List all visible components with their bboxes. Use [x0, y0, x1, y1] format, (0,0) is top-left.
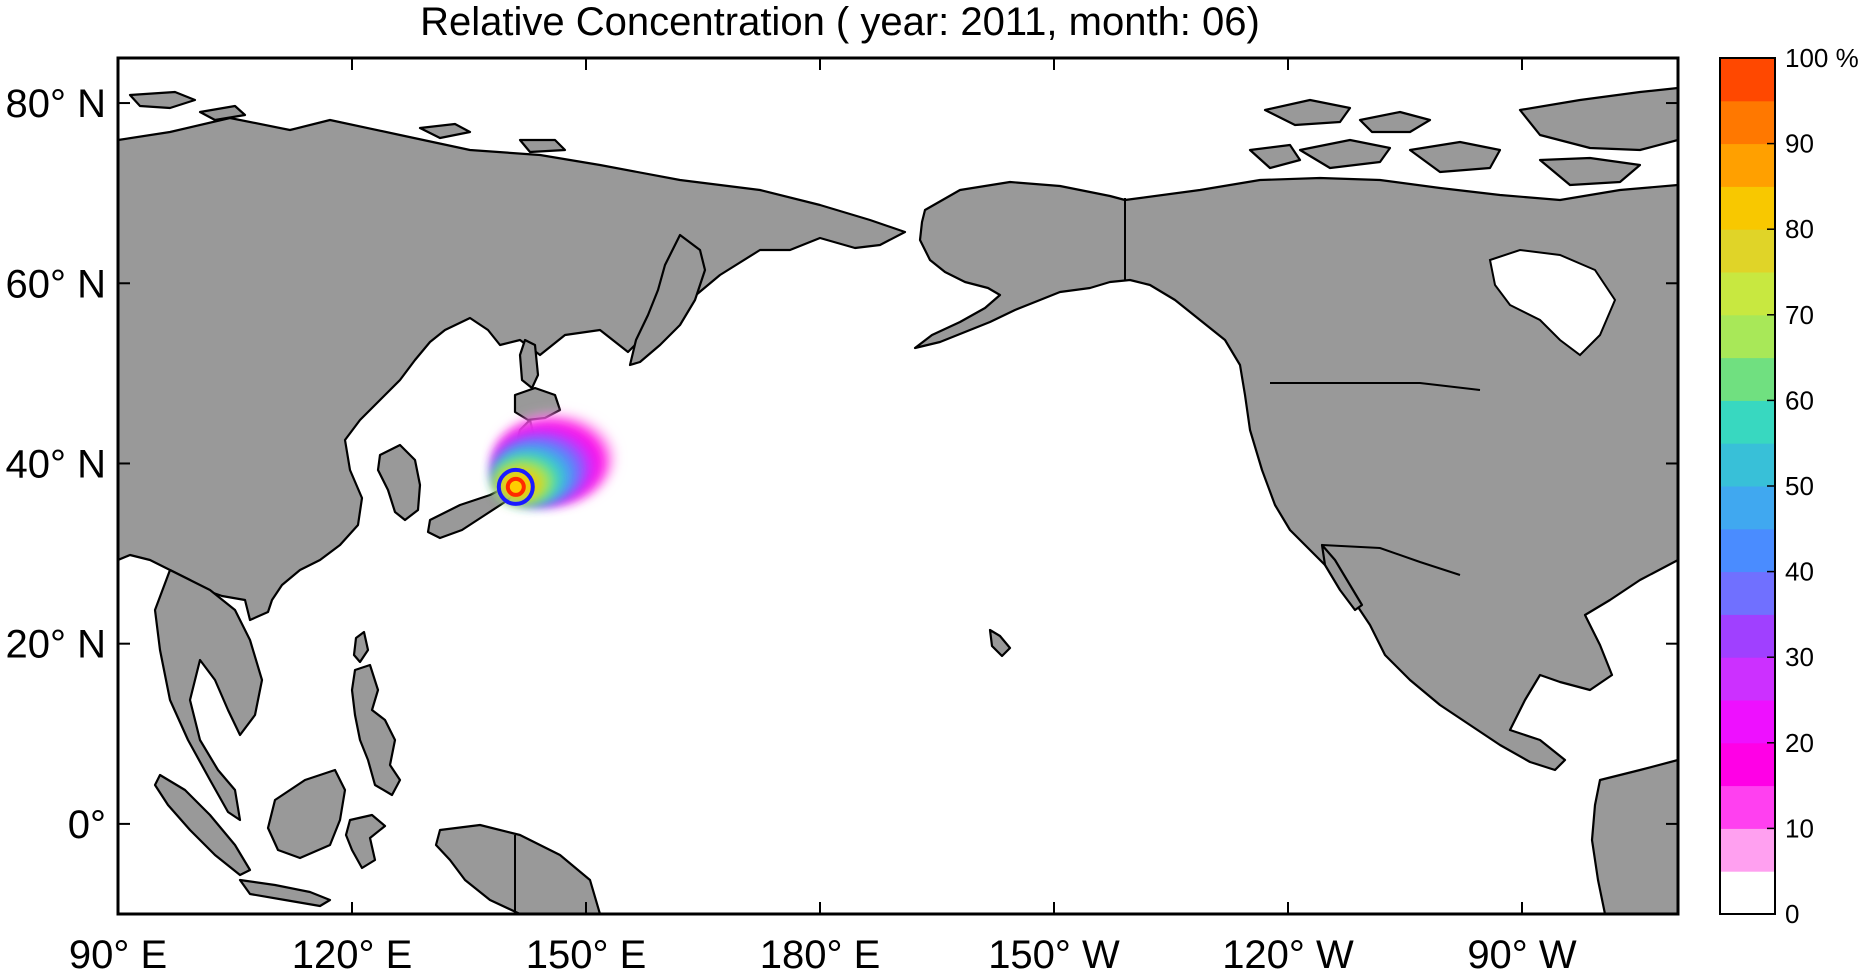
map-frame — [116, 56, 1680, 916]
landmass-arctic-ca-3 — [1298, 138, 1392, 170]
landmass-korea — [376, 443, 422, 522]
chart-title: Relative Concentration ( year: 2011, mon… — [420, 0, 1260, 44]
colorbar-level — [1720, 400, 1775, 444]
colorbar-level — [1720, 614, 1775, 658]
landmass-victoria — [1248, 143, 1302, 170]
colorbar-level — [1720, 742, 1775, 787]
colorbar-level — [1720, 528, 1775, 573]
x-tick-label: 150° W — [988, 933, 1120, 972]
colorbar-label: 100 % — [1785, 43, 1859, 73]
colorbar-label: 80 — [1785, 214, 1814, 244]
colorbar-level — [1720, 272, 1775, 316]
colorbar-label: 20 — [1785, 728, 1814, 758]
landmass-sakhalin — [518, 338, 540, 390]
colorbar-level — [1720, 314, 1775, 359]
colorbar-level — [1720, 700, 1775, 744]
border-us-mexico — [1321, 544, 1461, 576]
colorbar-level — [1720, 871, 1775, 915]
colorbar-level — [1720, 186, 1775, 230]
y-tick-label: 20° N — [6, 623, 107, 667]
colorbar-level — [1720, 571, 1775, 615]
landmass-arctic-ca-5 — [1518, 86, 1678, 152]
landmass-borneo — [266, 768, 347, 860]
landmass-sulawesi — [344, 813, 387, 870]
border-us-canada — [1270, 382, 1481, 391]
source-inner-ring — [505, 476, 526, 497]
landmass-arctic-asia-2 — [198, 104, 247, 122]
landmass-south-america — [1590, 758, 1678, 914]
x-axis: 90° E 120° E 150° E 180° E 150° W 120° W 90° W — [69, 58, 1577, 972]
landmass-arctic-ca-6 — [1538, 156, 1642, 187]
x-tick-label: 150° E — [526, 933, 647, 972]
source-outer-ring — [496, 467, 535, 506]
landmass-asia — [118, 116, 907, 622]
colorbar-label: 50 — [1785, 471, 1814, 501]
colorbar-label: 0 — [1785, 899, 1799, 929]
y-tick-label: 60° N — [6, 262, 107, 306]
landmass-hawaii — [988, 628, 1012, 658]
colorbar-label: 90 — [1785, 129, 1814, 159]
y-tick-label: 80° N — [6, 82, 107, 126]
colorbar-level — [1720, 357, 1775, 401]
x-tick-label: 180° E — [760, 933, 881, 972]
colorbar-label: 30 — [1785, 642, 1814, 672]
landmass-north-america — [913, 176, 1678, 772]
x-tick-label: 90° E — [69, 933, 167, 972]
landmass-sumatra — [153, 773, 252, 877]
colorbar-level — [1720, 143, 1775, 187]
colorbar-level — [1720, 657, 1775, 701]
landmass-arctic-asia-1 — [128, 90, 197, 110]
y-tick-label: 40° N — [6, 442, 107, 486]
hudson-bay — [1488, 248, 1617, 357]
colorbar-level — [1720, 229, 1775, 273]
colorbar: 100 % 90 80 70 60 50 40 30 20 10 0 — [1719, 43, 1859, 929]
landmass-arctic-ca-4 — [1408, 140, 1502, 174]
source-marker — [496, 467, 535, 506]
colorbar-level — [1720, 785, 1775, 829]
y-tick-label: 0° — [68, 803, 106, 847]
colorbar-level — [1720, 486, 1775, 530]
landmass-arctic-ca-1 — [1263, 98, 1352, 127]
colorbar-level — [1720, 100, 1775, 145]
landmass-new-guinea — [434, 823, 602, 914]
landmass-indochina — [153, 568, 264, 822]
colorbar-label: 60 — [1785, 385, 1814, 415]
x-tick-label: 90° W — [1467, 933, 1577, 972]
x-tick-label: 120° W — [1222, 933, 1354, 972]
landmass-taiwan — [352, 630, 370, 664]
landmass-hokkaido — [513, 386, 562, 422]
colorbar-level — [1720, 443, 1775, 487]
landmass-java — [238, 878, 332, 908]
colorbar-label: 40 — [1785, 557, 1814, 587]
map-area — [118, 58, 1678, 914]
landmass-arctic-asia-4 — [518, 138, 567, 154]
y-axis: 80° N 60° N 40° N 20° N 0° — [6, 82, 1678, 847]
landmass-baja — [1320, 543, 1364, 612]
x-tick-label: 120° E — [292, 933, 413, 972]
landmass-arctic-asia-3 — [418, 122, 472, 140]
landmass-arctic-ca-2 — [1358, 110, 1432, 134]
landmass-kamchatka — [628, 233, 707, 367]
colorbar-level — [1720, 58, 1775, 102]
landmass-philippines — [350, 663, 402, 797]
colorbar-label: 70 — [1785, 300, 1814, 330]
colorbar-label: 10 — [1785, 813, 1814, 843]
colorbar-level — [1720, 828, 1775, 872]
